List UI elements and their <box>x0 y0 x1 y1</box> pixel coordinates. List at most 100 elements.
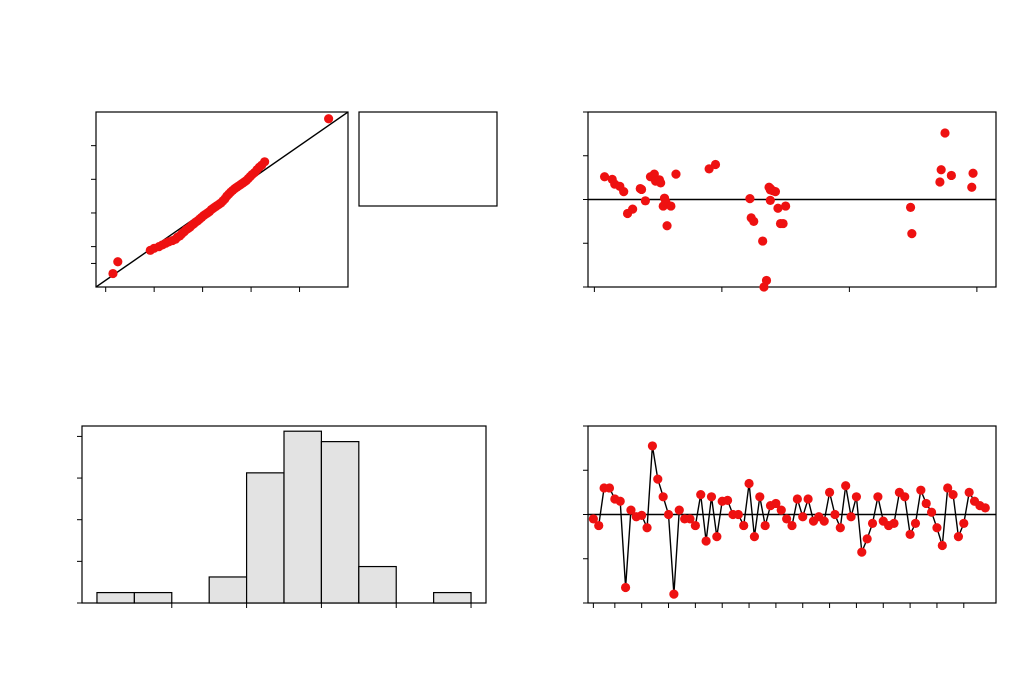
data-point <box>642 523 652 533</box>
histogram-bar <box>358 565 397 604</box>
data-point <box>889 518 899 528</box>
data-point <box>653 474 663 484</box>
data-point <box>932 523 942 533</box>
data-point <box>636 184 647 195</box>
data-point <box>819 516 829 526</box>
data-point <box>588 514 598 524</box>
data-point <box>953 532 964 542</box>
data-point <box>792 494 802 504</box>
data-point <box>656 178 666 188</box>
data-point <box>706 492 717 502</box>
data-point <box>770 187 781 197</box>
data-point <box>722 495 733 505</box>
data-point <box>940 128 950 138</box>
data-point <box>626 505 636 515</box>
data-point <box>846 512 856 522</box>
data-point <box>669 589 679 599</box>
data-point <box>943 483 953 493</box>
data-point <box>835 523 845 533</box>
data-point <box>776 505 786 515</box>
data-point <box>671 169 681 179</box>
data-point <box>921 498 931 509</box>
data-point <box>647 441 658 451</box>
data-point <box>771 498 781 509</box>
histogram-bar <box>283 430 323 604</box>
legend-frame <box>358 111 498 207</box>
data-point <box>662 221 672 231</box>
data-point <box>260 157 270 167</box>
data-point <box>765 195 775 205</box>
data-point <box>674 505 684 515</box>
histogram-bar <box>208 576 248 604</box>
data-point <box>744 478 754 489</box>
data-point <box>824 487 835 497</box>
data-point <box>620 582 631 593</box>
data-point <box>782 514 792 524</box>
data-point <box>905 529 915 540</box>
data-point <box>640 196 650 206</box>
data-point <box>841 481 851 491</box>
data-point <box>637 510 647 520</box>
data-point <box>781 201 791 211</box>
data-point <box>685 514 695 524</box>
data-point <box>773 203 783 213</box>
data-point <box>758 236 768 246</box>
data-point <box>778 218 788 229</box>
data-point <box>830 509 840 520</box>
data-point <box>900 492 910 502</box>
data-point <box>959 518 969 528</box>
data-point <box>710 159 721 170</box>
data-point <box>733 509 743 520</box>
data-point <box>599 172 610 182</box>
data-point <box>967 182 977 192</box>
data-point <box>108 268 118 279</box>
data-point <box>760 520 770 531</box>
data-point <box>604 483 615 493</box>
data-point <box>905 202 916 212</box>
data-point <box>658 492 668 502</box>
data-point <box>749 532 760 542</box>
plot-frame <box>95 111 349 288</box>
data-point <box>935 177 945 187</box>
data-point <box>663 509 674 520</box>
data-point <box>787 520 797 531</box>
histogram-bar <box>133 591 173 604</box>
residuals-versus-order-plot <box>583 425 997 608</box>
data-point <box>803 494 813 504</box>
histogram-bar <box>320 441 360 604</box>
data-point <box>113 257 123 267</box>
data-point <box>907 229 917 239</box>
data-point <box>857 547 867 557</box>
data-point <box>594 520 604 531</box>
legend-box <box>358 111 498 207</box>
data-point <box>862 534 872 544</box>
data-point <box>628 204 638 214</box>
data-point <box>712 532 722 542</box>
data-point <box>749 216 759 226</box>
data-point <box>980 503 990 513</box>
residuals-versus-fits-plot <box>583 111 997 292</box>
data-point <box>910 518 921 528</box>
data-point <box>739 520 749 531</box>
data-point <box>696 489 706 500</box>
data-point <box>873 492 883 502</box>
data-point <box>851 492 862 502</box>
histogram-bar <box>245 472 285 604</box>
data-point <box>701 536 711 546</box>
normal-probability-plot <box>91 111 349 292</box>
data-point <box>745 194 755 204</box>
data-point <box>916 485 926 495</box>
data-point <box>615 496 625 506</box>
data-point <box>761 275 772 286</box>
data-point <box>690 520 700 531</box>
data-point <box>964 487 974 497</box>
data-point <box>968 168 978 178</box>
histogram-bar <box>96 591 135 604</box>
residual-histogram <box>77 425 487 608</box>
histogram-bar <box>433 591 472 604</box>
data-point <box>666 201 676 211</box>
data-point <box>755 492 765 502</box>
data-point <box>619 187 629 197</box>
data-point <box>936 165 946 175</box>
